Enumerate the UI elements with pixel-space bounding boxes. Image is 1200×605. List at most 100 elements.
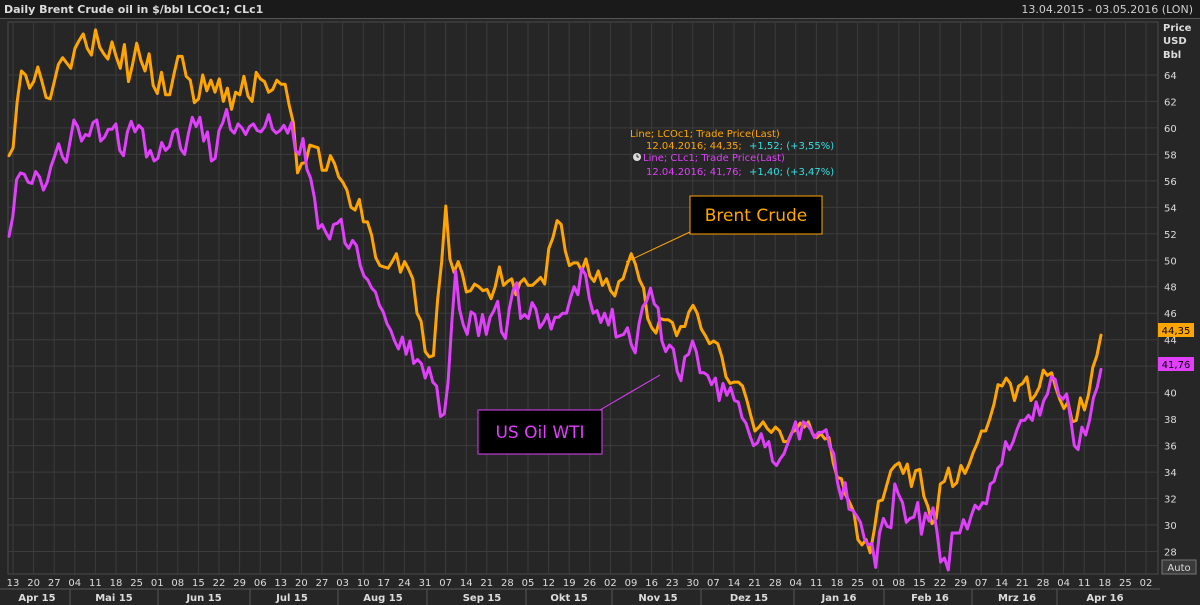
y-tick-label: 32 xyxy=(1164,495,1177,506)
x-month-label: Apr 16 xyxy=(1086,593,1123,604)
y-tick-label: 36 xyxy=(1164,442,1177,453)
wti-label-leader xyxy=(599,374,661,411)
tooltip-brent-change: +1,52; (+3,55%) xyxy=(749,141,834,152)
tooltip-wti-date-value: 12.04.2016; 41,76; xyxy=(646,167,742,178)
x-day-tick-label: 11 xyxy=(89,578,102,589)
x-day-tick-label: 30 xyxy=(686,578,699,589)
title-bar: Daily Brent Crude oil in $/bbl LCOc1; CL… xyxy=(0,0,1200,19)
y-tick-label: 30 xyxy=(1164,521,1177,532)
auto-scale-button[interactable]: Auto xyxy=(1161,559,1197,575)
auto-scale-label: Auto xyxy=(1167,563,1190,574)
x-month-label: Mrz 16 xyxy=(998,593,1036,604)
x-day-tick-label: 10 xyxy=(357,578,370,589)
x-day-tick-label: 01 xyxy=(872,578,885,589)
x-day-tick-label: 01 xyxy=(151,578,164,589)
x-day-tick-label: 22 xyxy=(934,578,947,589)
x-day-tick-label: 05 xyxy=(522,578,535,589)
gridlines xyxy=(8,22,1158,574)
y-tick-label: 46 xyxy=(1164,309,1177,320)
y-tick-label: 58 xyxy=(1164,150,1177,161)
plot-area xyxy=(7,21,1159,575)
wti-label: US Oil WTI xyxy=(495,423,584,443)
x-month-label: Dez 15 xyxy=(730,593,768,604)
date-range: 13.04.2015 - 03.05.2016 (LON) xyxy=(1021,3,1193,16)
y-tick-label: 64 xyxy=(1164,71,1177,82)
x-day-tick-label: 18 xyxy=(110,578,123,589)
y-tick-label: 56 xyxy=(1164,177,1177,188)
y-axis: 28303234363840424446485052545658606264 xyxy=(1164,71,1177,559)
x-axis: 13 20 27 04 11 18 25 01 08 15 22 29 06 13 20 27 03 10 17 24… xyxy=(0,578,1160,605)
x-day-tick-label: 24 xyxy=(398,578,411,589)
tooltip-wti-values: 12.04.2016; 41,76; +1,40; (+3,47%) xyxy=(646,167,834,178)
x-day-tick-label: 12 xyxy=(542,578,555,589)
y-tick-label: 44 xyxy=(1164,336,1177,347)
y-tick-label: 40 xyxy=(1164,389,1177,400)
y-tick-label: 38 xyxy=(1164,415,1177,426)
x-day-tick-label: 09 xyxy=(625,578,638,589)
x-day-tick-label: 27 xyxy=(48,578,61,589)
x-day-tick-label: 15 xyxy=(913,578,926,589)
x-month-label: Apr 15 xyxy=(18,593,55,604)
x-month-label: Feb 16 xyxy=(911,593,949,604)
y-tick-label: 28 xyxy=(1164,547,1177,558)
x-day-tick-label: 29 xyxy=(954,578,967,589)
unit-price: Price xyxy=(1163,23,1192,34)
x-day-tick-label: 14 xyxy=(728,578,741,589)
x-day-tick-label: 18 xyxy=(1098,578,1111,589)
x-month-label: Jul 15 xyxy=(275,593,308,604)
series-line-lcoc1 xyxy=(7,28,1103,555)
y-tick-label: 62 xyxy=(1164,97,1177,108)
chart-title: Daily Brent Crude oil in $/bbl LCOc1; CL… xyxy=(4,3,263,16)
x-day-tick-label: 11 xyxy=(1078,578,1091,589)
tooltip-brent-date-value: 12.04.2016; 44,35; xyxy=(646,141,742,152)
price-tag-brent: 44,35 xyxy=(1158,323,1194,337)
x-day-tick-label: 02 xyxy=(604,578,617,589)
x-day-tick-label: 18 xyxy=(831,578,844,589)
x-day-tick-label: 31 xyxy=(419,578,432,589)
x-day-tick-label: 21 xyxy=(1016,578,1029,589)
x-day-tick-label: 14 xyxy=(460,578,473,589)
y-tick-label: 50 xyxy=(1164,256,1177,267)
price-tag-wti-value: 41,76 xyxy=(1162,360,1191,371)
x-day-tick-label: 26 xyxy=(583,578,596,589)
x-day-tick-label: 07 xyxy=(707,578,720,589)
x-day-tick-label: 28 xyxy=(501,578,514,589)
brent-label-box: Brent Crude xyxy=(689,195,823,235)
x-day-tick-label: 27 xyxy=(316,578,329,589)
x-day-tick-label: 22 xyxy=(213,578,226,589)
y-tick-label: 54 xyxy=(1164,203,1177,214)
x-day-tick-label: 04 xyxy=(789,578,802,589)
x-day-tick-label: 07 xyxy=(439,578,452,589)
y-tick-label: 52 xyxy=(1164,230,1177,241)
x-day-tick-label: 20 xyxy=(27,578,40,589)
price-tag-brent-value: 44,35 xyxy=(1162,326,1191,337)
x-day-tick-label: 14 xyxy=(995,578,1008,589)
x-day-tick-label: 28 xyxy=(769,578,782,589)
x-day-tick-label: 13 xyxy=(274,578,287,589)
series-lines xyxy=(7,28,1103,572)
unit-usd: USD xyxy=(1163,36,1187,47)
x-month-label: Jan 16 xyxy=(821,593,857,604)
x-day-tick-label: 08 xyxy=(171,578,184,589)
x-day-tick-label: 06 xyxy=(254,578,267,589)
y-tick-label: 34 xyxy=(1164,468,1177,479)
x-month-label: Nov 15 xyxy=(638,593,677,604)
x-day-tick-label: 28 xyxy=(1037,578,1050,589)
y-axis-unit: Price USD Bbl xyxy=(1163,23,1192,61)
x-day-tick-label: 21 xyxy=(748,578,761,589)
x-day-tick-label: 17 xyxy=(377,578,390,589)
y-tick-label: 48 xyxy=(1164,283,1177,294)
brent-label: Brent Crude xyxy=(705,206,807,226)
x-day-tick-label: 04 xyxy=(1057,578,1070,589)
x-day-tick-label: 02 xyxy=(1140,578,1153,589)
x-month-label: Aug 15 xyxy=(363,593,402,604)
y-tick-label: 60 xyxy=(1164,124,1177,135)
x-day-tick-label: 13 xyxy=(7,578,20,589)
x-day-tick-label: 25 xyxy=(1119,578,1132,589)
tooltip-wti-change: +1,40; (+3,47%) xyxy=(749,167,834,178)
x-day-tick-label: 25 xyxy=(851,578,864,589)
x-day-tick-label: 25 xyxy=(130,578,143,589)
x-day-tick-label: 20 xyxy=(295,578,308,589)
